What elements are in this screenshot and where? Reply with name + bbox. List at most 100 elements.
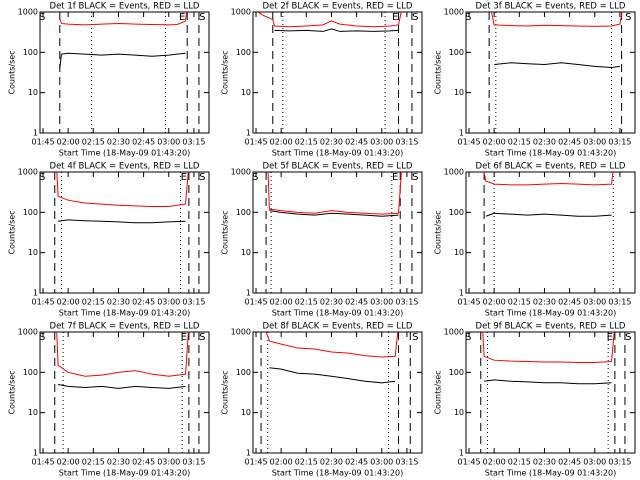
plot-frame xyxy=(252,171,423,294)
x-axis-label: Start Time (18-May-09 01:43:20) xyxy=(272,469,403,478)
panel: Det 3f BLACK = Events, RED = LLD Start Ti… xyxy=(434,2,636,158)
chart-title: Det 7f BLACK = Events, RED = LLD xyxy=(50,322,200,332)
x-tick-label: 02:00 xyxy=(57,138,80,147)
annotation: S xyxy=(412,172,418,183)
y-axis-label: Counts/sec xyxy=(221,210,230,254)
y-tick-label: 1000 xyxy=(444,168,464,177)
panel: Det 5f BLACK = Events, RED = LLD Start Ti… xyxy=(221,162,423,318)
y-tick-label: 1 xyxy=(33,129,38,138)
panel: Det 1f BLACK = Events, RED = LLD Start Ti… xyxy=(8,2,210,158)
x-tick-label: 03:00 xyxy=(583,458,606,467)
x-tick-label: 01:45 xyxy=(457,298,480,307)
panel: Det 4f BLACK = Events, RED = LLD Start Ti… xyxy=(8,162,210,318)
annotation: S xyxy=(625,12,631,23)
series-line xyxy=(58,383,186,389)
annotation: S xyxy=(39,332,45,343)
x-axis-label: Start Time (18-May-09 01:43:20) xyxy=(272,149,403,158)
y-tick-label: 1000 xyxy=(18,168,38,177)
chart-title: Det 9f BLACK = Events, RED = LLD xyxy=(476,322,626,332)
x-tick-label: 02:45 xyxy=(345,458,368,467)
annotation: E xyxy=(181,172,187,183)
x-tick-label: 01:45 xyxy=(457,138,480,147)
y-tick-label: 10 xyxy=(241,88,251,97)
x-tick-label: 01:45 xyxy=(244,458,267,467)
y-tick-label: 100 xyxy=(23,208,38,217)
x-tick-label: 01:45 xyxy=(31,458,54,467)
x-tick-label: 03:15 xyxy=(395,298,418,307)
x-axis-label: Start Time (18-May-09 01:43:20) xyxy=(272,309,403,318)
annotation: E xyxy=(607,332,613,343)
x-tick-label: 01:45 xyxy=(31,298,54,307)
y-axis-label: Counts/sec xyxy=(221,50,230,94)
y-axis-label: Counts/sec xyxy=(8,370,17,414)
series-line xyxy=(59,52,186,69)
y-tick-label: 100 xyxy=(236,208,251,217)
annotation: S xyxy=(199,172,205,183)
x-tick-label: 03:00 xyxy=(583,298,606,307)
x-tick-label: 02:15 xyxy=(295,138,318,147)
x-tick-label: 02:15 xyxy=(295,298,318,307)
x-tick-label: 03:15 xyxy=(395,458,418,467)
y-tick-label: 10 xyxy=(241,248,251,257)
panel: Det 7f BLACK = Events, RED = LLD Start Ti… xyxy=(8,322,210,478)
x-tick-label: 03:15 xyxy=(182,298,205,307)
annotation: S xyxy=(199,332,205,343)
y-tick-label: 1000 xyxy=(18,328,38,337)
chart-title: Det 3f BLACK = Events, RED = LLD xyxy=(476,2,626,12)
y-tick-label: 1000 xyxy=(444,328,464,337)
x-tick-label: 03:00 xyxy=(583,138,606,147)
x-tick-label: 02:45 xyxy=(345,298,368,307)
y-tick-label: 1 xyxy=(459,129,464,138)
plot-frame xyxy=(252,11,423,134)
y-tick-label: 1000 xyxy=(231,8,251,17)
series-line xyxy=(482,332,615,364)
chart-title: Det 5f BLACK = Events, RED = LLD xyxy=(263,162,413,172)
y-tick-label: 1 xyxy=(33,289,38,298)
x-tick-label: 02:00 xyxy=(270,298,293,307)
series-line xyxy=(485,212,612,217)
y-tick-label: 100 xyxy=(23,368,38,377)
x-tick-label: 02:30 xyxy=(533,298,556,307)
annotation: S xyxy=(199,12,205,23)
x-axis-label: Start Time (18-May-09 01:43:20) xyxy=(59,469,190,478)
x-axis-label: Start Time (18-May-09 01:43:20) xyxy=(485,469,616,478)
y-tick-label: 1 xyxy=(33,449,38,458)
x-tick-label: 03:15 xyxy=(608,458,631,467)
series-line xyxy=(58,219,186,224)
x-tick-label: 02:45 xyxy=(558,298,581,307)
x-axis-label: Start Time (18-May-09 01:43:20) xyxy=(59,149,190,158)
x-tick-label: 02:30 xyxy=(533,458,556,467)
x-tick-label: 01:45 xyxy=(31,138,54,147)
y-tick-label: 10 xyxy=(454,88,464,97)
x-tick-label: 02:15 xyxy=(82,298,105,307)
x-tick-label: 02:30 xyxy=(320,138,343,147)
panel: Det 2f BLACK = Events, RED = LLD Start Ti… xyxy=(221,2,423,158)
y-axis-label: Counts/sec xyxy=(434,50,443,94)
x-tick-label: 03:00 xyxy=(157,138,180,147)
y-tick-label: 1 xyxy=(246,129,251,138)
x-axis-label: Start Time (18-May-09 01:43:20) xyxy=(59,309,190,318)
annotation: S xyxy=(252,172,258,183)
x-tick-label: 03:00 xyxy=(370,458,393,467)
plot-frame xyxy=(465,331,636,454)
series-line xyxy=(490,12,623,27)
y-tick-label: 100 xyxy=(449,208,464,217)
x-tick-label: 03:15 xyxy=(182,458,205,467)
x-tick-label: 01:45 xyxy=(457,458,480,467)
plot-frame xyxy=(39,11,210,134)
y-tick-label: 1000 xyxy=(444,8,464,17)
x-tick-label: 02:15 xyxy=(508,138,531,147)
panel: Det 9f BLACK = Events, RED = LLD Start Ti… xyxy=(434,322,636,478)
plot-frame xyxy=(252,331,423,454)
y-tick-label: 1 xyxy=(459,289,464,298)
y-axis-label: Counts/sec xyxy=(434,370,443,414)
annotation: S xyxy=(465,12,471,23)
x-tick-label: 02:30 xyxy=(320,298,343,307)
x-tick-label: 02:30 xyxy=(107,298,130,307)
x-tick-label: 03:00 xyxy=(370,298,393,307)
x-tick-label: 03:00 xyxy=(370,138,393,147)
chart-title: Det 8f BLACK = Events, RED = LLD xyxy=(263,322,413,332)
x-tick-label: 02:15 xyxy=(82,458,105,467)
x-tick-label: 02:15 xyxy=(508,458,531,467)
x-tick-label: 02:30 xyxy=(320,458,343,467)
